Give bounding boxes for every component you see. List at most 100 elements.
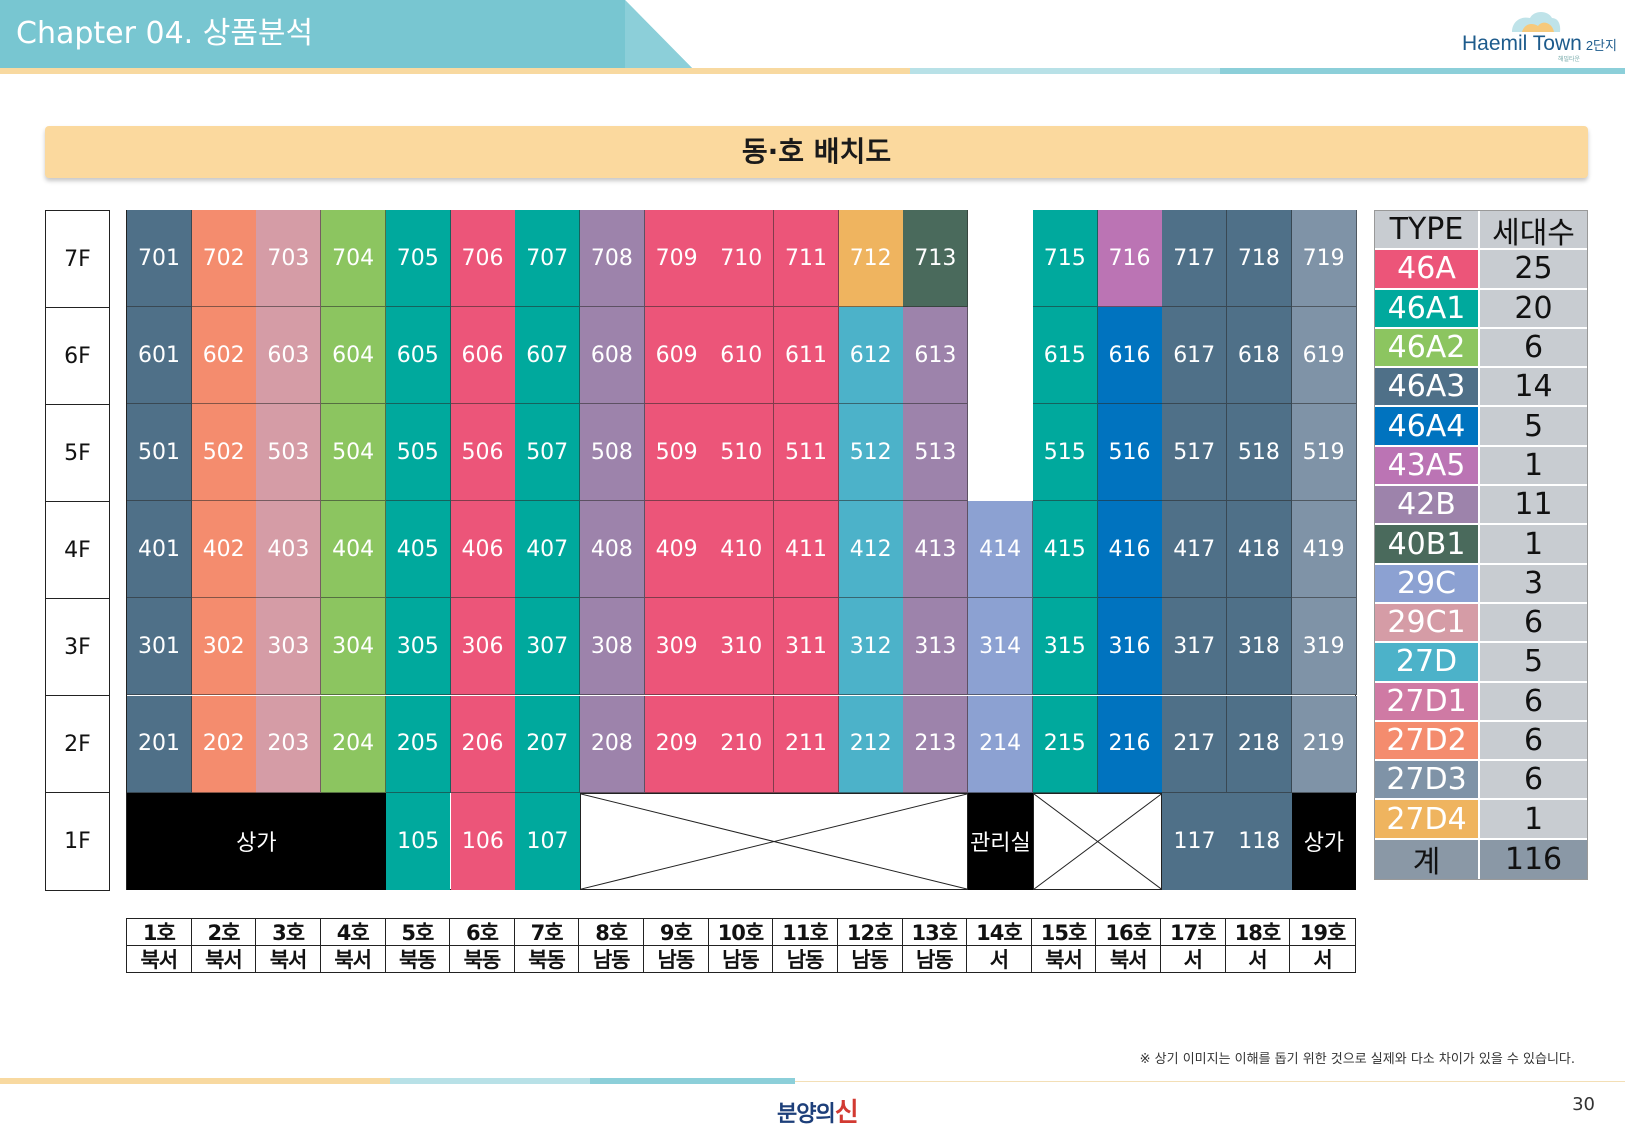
unit-number-cell: 12호 bbox=[838, 919, 903, 945]
unit-cell: 506 bbox=[450, 404, 516, 502]
footer-divider bbox=[590, 1078, 795, 1084]
unit-cell: 210 bbox=[709, 695, 775, 793]
unit-number-cell: 3호 bbox=[256, 919, 321, 945]
unit-cell: 708 bbox=[579, 210, 645, 307]
unit-cell: 413 bbox=[903, 501, 969, 599]
unit-number-cell: 15호 bbox=[1032, 919, 1097, 945]
unit-cell: 317 bbox=[1162, 598, 1228, 696]
unit-cell: 316 bbox=[1097, 598, 1163, 696]
legend-type: 29C bbox=[1375, 564, 1481, 602]
unit-cell: 218 bbox=[1226, 695, 1292, 793]
unit-cell: 516 bbox=[1097, 404, 1163, 502]
empty-slot bbox=[968, 307, 1033, 405]
type-legend-table: TYPE 세대수 46A 25 46A1 20 46A2 6 46A3 14 46A4 5 43A5… bbox=[1374, 210, 1588, 880]
legend-count: 1 bbox=[1480, 446, 1587, 485]
unit-cell: 409 bbox=[644, 501, 710, 599]
unit-number-cell: 16호 bbox=[1096, 919, 1161, 945]
unit-number-cell: 19호 bbox=[1299, 921, 1347, 945]
footer-divider bbox=[0, 1078, 390, 1084]
legend-total-count: 116 bbox=[1480, 839, 1587, 880]
unit-cell: 419 bbox=[1291, 501, 1357, 599]
unit-cell: 302 bbox=[191, 598, 257, 696]
unit-cell: 415 bbox=[1032, 501, 1098, 599]
legend-row: 29C 3 bbox=[1375, 564, 1587, 604]
unit-cell: 711 bbox=[774, 210, 839, 307]
legend-row: 27D1 6 bbox=[1375, 682, 1587, 722]
legend-row: 29C1 6 bbox=[1375, 603, 1587, 644]
legend-row: 27D 5 bbox=[1375, 643, 1587, 683]
direction-cell: 북서 bbox=[127, 946, 192, 972]
unit-cell: 518 bbox=[1226, 404, 1292, 502]
unit-cell: 215 bbox=[1032, 695, 1098, 793]
unit-cell: 602 bbox=[191, 307, 257, 405]
unit-cell: 605 bbox=[385, 307, 451, 405]
unit-cell: 201 bbox=[127, 695, 192, 793]
unit-cell: 508 bbox=[579, 404, 645, 502]
unit-cell: 717 bbox=[1162, 210, 1228, 307]
legend-count: 11 bbox=[1480, 486, 1587, 524]
unit-cell: 704 bbox=[321, 210, 387, 307]
legend-type: 43A5 bbox=[1375, 446, 1481, 485]
unit-cell: 206 bbox=[450, 695, 516, 793]
legend-row: 46A1 20 bbox=[1375, 289, 1587, 329]
unit-cell: 217 bbox=[1162, 695, 1228, 793]
floor-label: 5F bbox=[46, 405, 109, 502]
unit-cell: 701 bbox=[127, 210, 192, 307]
unit-cell: 601 bbox=[127, 307, 192, 405]
direction-cell: 남동 bbox=[579, 946, 644, 972]
direction-cell: 북서 bbox=[321, 946, 386, 972]
logo-main-text: Haemil Town bbox=[1462, 32, 1582, 55]
unit-number-cell: 14호 bbox=[967, 919, 1032, 945]
legend-count: 6 bbox=[1480, 761, 1587, 799]
unit-cell: 209 bbox=[644, 695, 710, 793]
unit-cell: 503 bbox=[256, 404, 322, 502]
legend-type: 29C1 bbox=[1375, 603, 1481, 642]
unit-cell: 208 bbox=[579, 695, 645, 793]
legend-total-label: 계 bbox=[1375, 839, 1481, 880]
legend-count: 6 bbox=[1480, 603, 1587, 642]
unit-cell: 618 bbox=[1226, 307, 1292, 405]
cloud-logo-icon bbox=[1512, 12, 1561, 32]
footer-logo-text: 분양의 bbox=[777, 1102, 836, 1125]
unit-cell: 705 bbox=[385, 210, 451, 307]
legend-header-count: 세대수 bbox=[1480, 211, 1587, 251]
legend-type: 46A bbox=[1375, 250, 1481, 288]
unit-cell: 314 bbox=[968, 598, 1034, 696]
legend-type: 27D2 bbox=[1375, 721, 1481, 760]
legend-row: 40B1 1 bbox=[1375, 525, 1587, 565]
disclaimer-note: ※ 상기 이미지는 이해를 돕기 위한 것으로 실제와 다소 차이가 있을 수 … bbox=[1139, 1052, 1575, 1067]
legend-type: 27D1 bbox=[1375, 682, 1481, 720]
unit-cell: 505 bbox=[385, 404, 451, 502]
unit-cell: 213 bbox=[903, 695, 969, 793]
unit-cell: 619 bbox=[1291, 307, 1357, 405]
legend-row: 46A4 5 bbox=[1375, 407, 1587, 447]
header-band bbox=[0, 0, 692, 68]
legend-count: 5 bbox=[1480, 407, 1587, 445]
legend-row: 46A 25 bbox=[1375, 250, 1587, 290]
direction-cell: 북서 bbox=[1032, 946, 1097, 972]
unit-cell: 410 bbox=[709, 501, 775, 599]
unit-cell: 715 bbox=[1032, 210, 1098, 307]
legend-header-row: TYPE 세대수 bbox=[1375, 211, 1587, 251]
footer-divider bbox=[795, 1081, 1625, 1082]
unit-cell: 519 bbox=[1291, 404, 1357, 502]
direction-row: 북서 북서 북서 북서 북동 북동 북동 남동 남동 남동 남동 남동 남동 서 북서 북서 서 서 서 bbox=[126, 945, 1356, 973]
unit-cell: 203 bbox=[256, 695, 322, 793]
chapter-title: Chapter 04. 상품분석 bbox=[16, 16, 314, 51]
unit-cell: 402 bbox=[191, 501, 257, 599]
unit-cell: 205 bbox=[385, 695, 451, 793]
unit-cell: 219 bbox=[1291, 695, 1357, 793]
direction-cell: 남동 bbox=[644, 946, 709, 972]
unit-cell: 304 bbox=[321, 598, 387, 696]
empty-slot bbox=[968, 404, 1033, 502]
unit-cell: 118 bbox=[1226, 792, 1292, 890]
unit-cell: 517 bbox=[1162, 404, 1228, 502]
legend-count: 5 bbox=[1480, 643, 1587, 681]
page-number: 30 bbox=[1572, 1094, 1595, 1115]
unit-number-cell: 10호 bbox=[709, 919, 774, 945]
unit-cell: 211 bbox=[774, 695, 839, 793]
unit-cell: 310 bbox=[709, 598, 775, 696]
legend-type: 27D4 bbox=[1375, 800, 1481, 838]
unit-cell: 202 bbox=[191, 695, 257, 793]
legend-row: 27D4 1 bbox=[1375, 800, 1587, 840]
